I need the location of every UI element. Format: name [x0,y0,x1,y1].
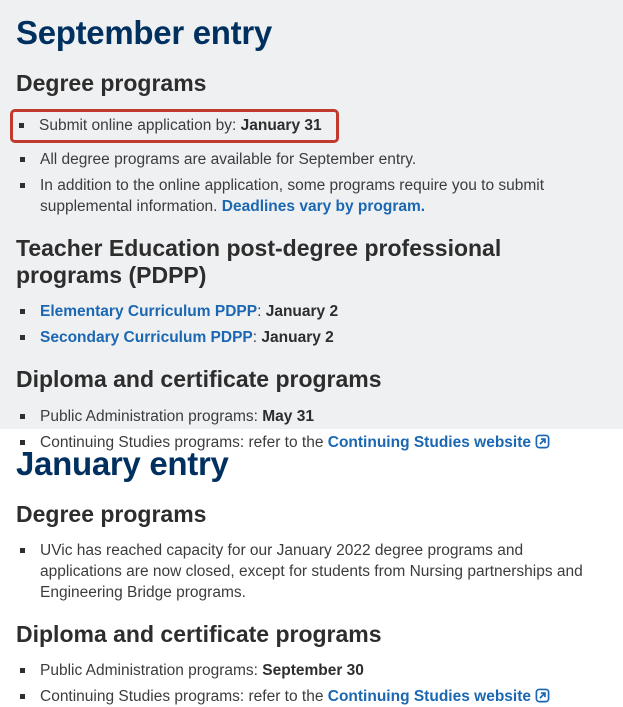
bullet-marker [20,309,25,315]
bullet-marker [20,413,25,419]
elementary-pdpp-date: January 2 [265,303,339,321]
continuing-studies-text: Continuing Studies programs: refer to th… [40,432,607,453]
bullet-marker [20,183,25,189]
january-entry-title: January entry [16,445,229,482]
continuing-studies-label: Continuing Studies programs: refer to th… [40,688,328,706]
list-item-public-admin: Public Administration programs: Septembe… [16,660,607,681]
continuing-studies-link[interactable]: Continuing Studies website [328,688,550,705]
supplemental-text: In addition to the online application, s… [40,175,607,217]
bullet-marker [20,694,25,700]
list-item-public-admin: Public Administration programs: May 31 [16,406,607,427]
public-admin-label: Public Administration programs: [40,662,263,680]
red-annotation-box: Submit online application by: January 31 [10,109,339,144]
continuing-studies-text: Continuing Studies programs: refer to th… [40,686,607,707]
external-link-icon [535,688,550,703]
submit-deadline-label: Submit online application by: [39,117,241,135]
bullet-marker [20,335,25,341]
separator-colon: : [252,329,262,347]
public-admin-date: May 31 [262,407,314,425]
continuing-studies-link[interactable]: Continuing Studies website [328,434,550,451]
teacher-education-list: Elementary Curriculum PDPP: January 2 Se… [16,301,607,348]
list-item-capacity: UVic has reached capacity for our Januar… [16,540,607,603]
bullet-marker [20,668,25,674]
january-diploma-heading: Diploma and certificate programs [16,621,382,648]
bullet-marker [20,548,25,554]
bullet-marker [20,157,25,163]
list-item-elementary-pdpp: Elementary Curriculum PDPP: January 2 [16,301,607,322]
september-diploma-heading: Diploma and certificate programs [16,366,382,393]
list-item-continuing-studies: Continuing Studies programs: refer to th… [16,432,607,453]
submit-deadline-date: January 31 [240,117,322,135]
january-degree-list: UVic has reached capacity for our Januar… [16,540,607,603]
bullet-marker [19,123,24,129]
list-item-supplemental: In addition to the online application, s… [16,175,607,217]
september-entry-title: September entry [16,14,272,51]
public-admin-text: Public Administration programs: May 31 [40,406,607,427]
continuing-studies-label: Continuing Studies programs: refer to th… [40,433,328,451]
public-admin-date: September 30 [262,662,364,680]
submit-deadline-text: Submit online application by: January 31 [39,115,322,136]
bullet-marker [20,439,25,445]
teacher-education-heading: Teacher Education post-degree profession… [16,235,502,289]
capacity-text: UVic has reached capacity for our Januar… [40,542,583,602]
secondary-pdpp-date: January 2 [261,329,334,347]
separator-colon: : [257,303,266,321]
september-entry-section: September entry Degree programs Submit o… [0,0,623,451]
deadlines-vary-link[interactable]: Deadlines vary by program. [221,198,426,216]
elementary-pdpp-text: Elementary Curriculum PDPP: January 2 [40,301,607,322]
secondary-pdpp-link[interactable]: Secondary Curriculum PDPP [40,329,253,347]
list-item-continuing-studies: Continuing Studies programs: refer to th… [16,686,607,707]
september-diploma-list: Public Administration programs: May 31 C… [16,406,607,453]
january-diploma-list: Public Administration programs: Septembe… [16,660,607,707]
supplemental-info-text: In addition to the online application, s… [40,177,545,216]
september-degree-list: Submit online application by: January 31… [10,109,607,217]
continuing-studies-link-text: Continuing Studies website [327,433,531,451]
january-entry-section: January entry Degree programs UVic has r… [0,429,623,707]
september-degree-heading: Degree programs [16,70,207,96]
list-item-secondary-pdpp: Secondary Curriculum PDPP: January 2 [16,327,607,348]
january-degree-heading: Degree programs [16,501,207,527]
list-item-submit-deadline: Submit online application by: January 31 [10,109,607,144]
public-admin-text: Public Administration programs: Septembe… [40,660,607,681]
all-programs-text: All degree programs are available for Se… [40,151,417,169]
secondary-pdpp-text: Secondary Curriculum PDPP: January 2 [40,327,607,348]
elementary-pdpp-link[interactable]: Elementary Curriculum PDPP [40,303,258,321]
external-link-icon [535,434,550,448]
public-admin-label: Public Administration programs: [40,407,263,425]
continuing-studies-link-text: Continuing Studies website [327,688,531,706]
list-item-all-programs: All degree programs are available for Se… [16,149,607,170]
